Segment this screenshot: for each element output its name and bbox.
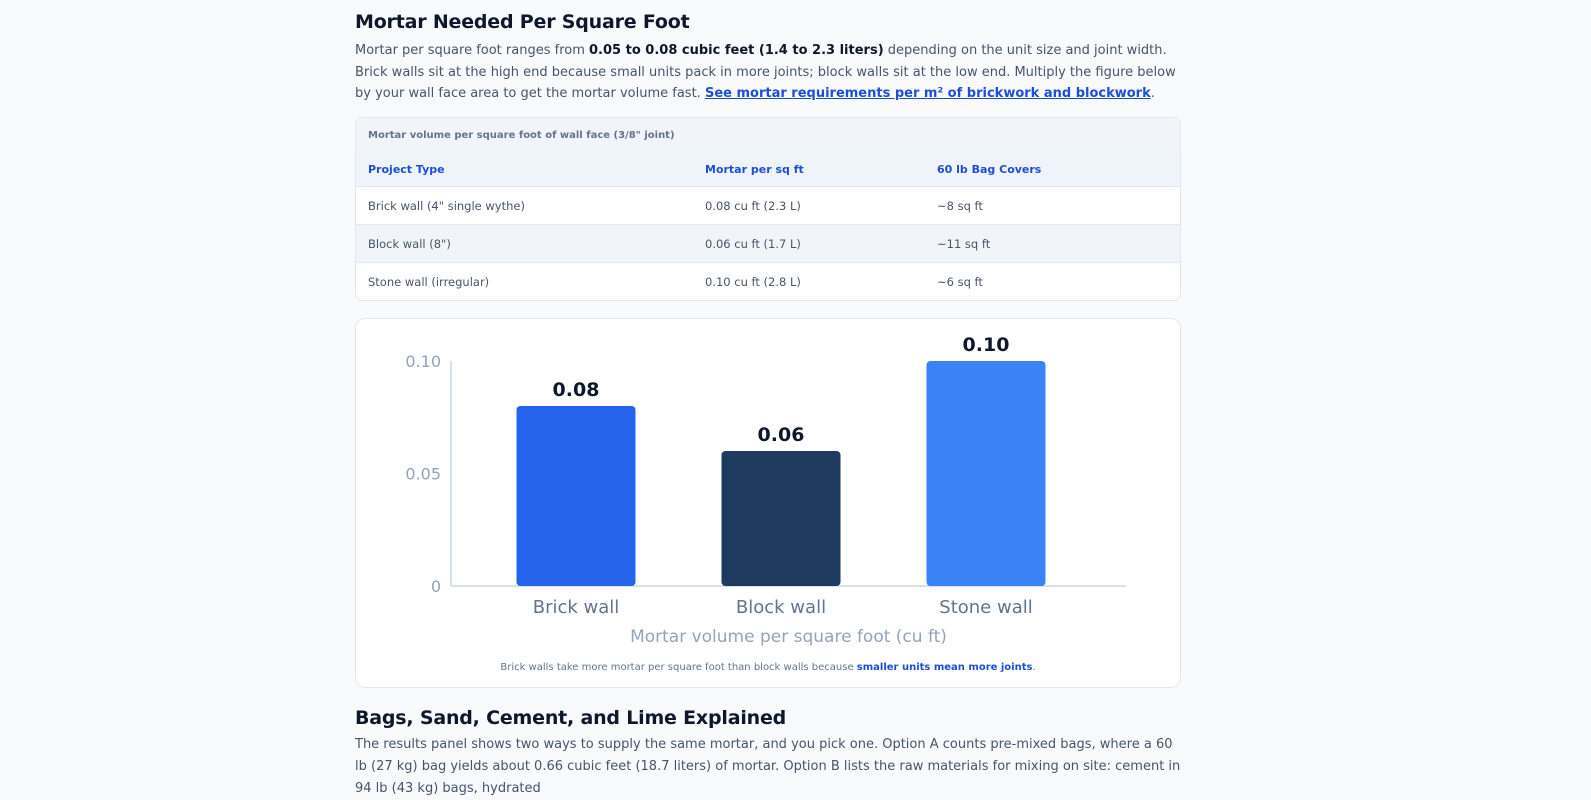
cell-coverage: ~8 sq ft — [937, 198, 983, 213]
mortar-bar-chart: 0 0.05 0.10 0.08 Brick wall 0.06 Block wall 0.1… — [355, 318, 1181, 688]
x-tick-label: Stone wall — [939, 597, 1032, 618]
bar — [516, 406, 636, 586]
y-tick-label: 0 — [431, 577, 441, 596]
intro-range-highlight: 0.05 to 0.08 cubic feet (1.4 to 2.3 lite… — [589, 43, 884, 58]
x-tick-label: Brick wall — [533, 597, 620, 618]
y-tick-label: 0.10 — [405, 352, 441, 371]
cell-project-type: Brick wall (4" single wythe) — [368, 198, 525, 213]
chart-note-highlight: smaller units mean more joints — [856, 662, 1033, 673]
cell-project-type: Stone wall (irregular) — [368, 274, 490, 289]
mortar-table: Mortar volume per square foot of wall fa… — [355, 117, 1181, 301]
table-row: Block wall (8") 0.06 cu ft (1.7 L) ~11 s… — [356, 225, 1180, 263]
header-bag-covers: 60 lb Bag Covers — [937, 162, 1042, 176]
table-row: Stone wall (irregular) 0.10 cu ft (2.8 L… — [356, 263, 1180, 300]
intro-text-start: Mortar per square foot ranges from — [355, 43, 590, 58]
table-row: Brick wall (4" single wythe) 0.08 cu ft … — [356, 187, 1180, 225]
intro-paragraph: Mortar per square foot ranges from 0.05 … — [355, 40, 1181, 105]
mortar-requirements-link[interactable]: See mortar requirements per m² of brickw… — [704, 86, 1151, 102]
chart-note-period: . — [1032, 662, 1036, 673]
bags-paragraph: The results panel shows two ways to supp… — [355, 737, 1181, 796]
table-header-row: Project Type Mortar per sq ft 60 lb Bag … — [356, 152, 1180, 187]
x-tick-label: Block wall — [736, 597, 826, 618]
chart-canvas: 0 0.05 0.10 0.08 Brick wall 0.06 Block wall 0.1… — [405, 334, 1126, 647]
intro-text-end: depending on the unit size and joint wid… — [355, 43, 1176, 102]
cell-mortar: 0.08 cu ft (2.3 L) — [705, 198, 801, 213]
intro-period: . — [1150, 86, 1155, 102]
y-tick-label: 0.05 — [405, 465, 441, 484]
bar-value-label: 0.10 — [963, 334, 1010, 356]
cell-mortar: 0.06 cu ft (1.7 L) — [705, 236, 801, 251]
bar-value-label: 0.08 — [553, 379, 600, 401]
section-heading-mortar-per-sq-ft: Mortar Needed Per Square Foot — [355, 11, 690, 33]
table-caption: Mortar volume per square foot of wall fa… — [356, 118, 1180, 152]
x-axis-title: Mortar volume per square foot (cu ft) — [630, 627, 947, 647]
bar — [926, 361, 1046, 586]
cell-mortar: 0.10 cu ft (2.8 L) — [705, 274, 801, 289]
bar-value-label: 0.06 — [758, 424, 805, 446]
bar — [721, 451, 841, 586]
chart-note: Brick walls take more mortar per square … — [356, 662, 1180, 673]
cell-coverage: ~11 sq ft — [937, 236, 991, 251]
cell-coverage: ~6 sq ft — [937, 274, 983, 289]
header-mortar-per-sq-ft: Mortar per sq ft — [705, 162, 804, 176]
cell-project-type: Block wall (8") — [368, 236, 451, 251]
chart-note-text: Brick walls take more mortar per square … — [500, 662, 857, 673]
section-heading-bags-sand-cement: Bags, Sand, Cement, and Lime Explained — [355, 707, 787, 729]
header-project-type: Project Type — [368, 162, 445, 176]
